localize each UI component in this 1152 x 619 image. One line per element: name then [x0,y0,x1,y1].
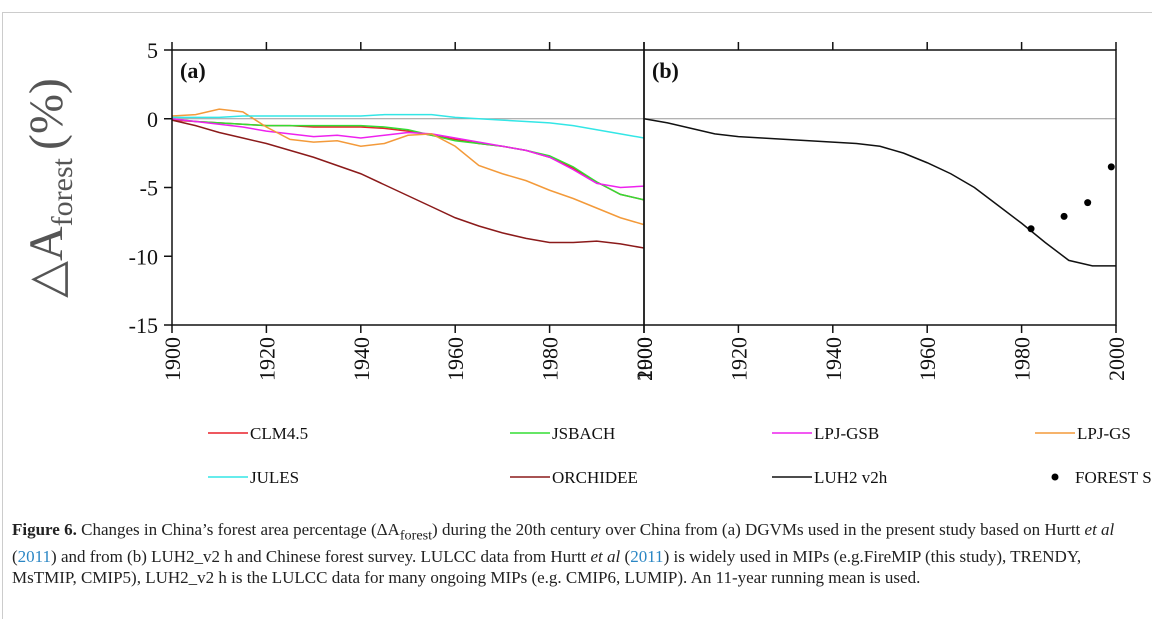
caption-text: ( [12,547,18,567]
x-tick-label: 1980 [538,337,563,381]
y-tick-label: -15 [129,313,158,338]
legend-label: ORCHIDEE [552,468,638,487]
panel-label: (a) [180,58,206,83]
caption-sub: forest [399,527,433,544]
x-tick-label: 2000 [632,337,657,381]
x-tick-label: 1980 [1010,337,1035,381]
caption-label: Figure 6. [12,520,77,539]
x-tick-label: 1940 [349,337,374,381]
citation-link[interactable]: 2011 [17,547,52,567]
y-label-main: △A [20,226,73,298]
y-tick-label: -5 [140,176,158,201]
data-point [1027,225,1035,233]
series-line [172,113,645,139]
x-tick-label: 2000 [1104,337,1129,381]
x-tick-label: 1900 [160,337,185,381]
legend-marker [1051,473,1059,481]
series-line [171,118,645,201]
x-tick-label: 1960 [915,337,940,381]
y-tick-label: -10 [129,244,158,269]
y-tick-label: 5 [147,38,158,63]
x-tick-label: 1920 [254,337,279,381]
legend-label: JULES [250,468,299,487]
plot-frame [643,49,1117,326]
y-label-sub: forest [46,157,79,226]
y-tick-label: 0 [147,107,158,132]
legend-label: LPJ-GS [1077,424,1131,443]
plot-frame [171,49,645,326]
series-line [643,118,1116,267]
citation-link[interactable]: 2011 [630,547,664,567]
caption-text: ) during the 20th century over China fro… [432,520,1085,539]
legend-label: LPJ-GSB [814,424,879,443]
x-tick-label: 1940 [821,337,846,381]
x-tick-label: 1920 [726,337,751,381]
figure-frame [2,12,1152,619]
caption-italic: et al [590,547,621,567]
legend-label: CLM4.5 [250,424,308,443]
data-point [1060,212,1068,220]
y-label-unit: (%) [20,78,73,150]
caption-text: ( [620,547,631,567]
series-line [171,119,645,249]
caption-text: ) is widely used in MIPs (e.g.FireMIP (t… [12,547,1082,588]
panel-label: (b) [652,58,679,83]
x-tick-label: 1960 [443,337,468,381]
legend-label: FOREST SURVEY [1075,468,1152,487]
caption-text: Changes in China’s forest area percentag… [76,520,400,539]
data-point [1084,199,1092,207]
series-line [171,118,645,189]
data-point [1107,163,1115,171]
x-tick-label: 1900 [632,337,657,381]
legend-label: JSBACH [552,424,615,443]
caption-italic: et al [1084,520,1115,539]
series-line [171,108,645,226]
y-axis-label: △Aforest (%) [20,78,79,298]
caption: Figure 6. Changes in China’s forest area… [12,519,1138,588]
caption-text: ) and from (b) LUH2_v2 h and Chinese for… [51,547,591,567]
legend-label: LUH2 v2h [814,468,888,487]
